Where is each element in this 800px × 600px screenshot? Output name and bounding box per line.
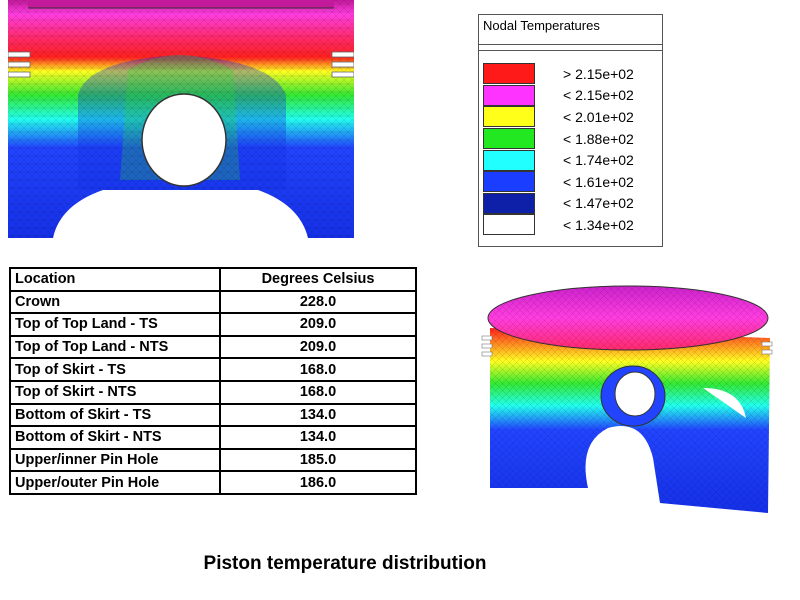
piston-3d-view (481, 285, 773, 513)
legend-item: < 1.61e+02 (483, 171, 658, 193)
temperature-cell: 209.0 (219, 334, 417, 360)
legend-label: < 1.61e+02 (563, 173, 634, 190)
legend-swatch (483, 63, 535, 85)
table-body: Crown 228.0 Top of Top Land - TS 209.0 Top o… (9, 289, 417, 495)
piston-front-view (8, 0, 354, 238)
table-row: Bottom of Skirt - NTS 134.0 (9, 425, 417, 450)
temperature-cell: 185.0 (219, 447, 417, 473)
table-row: Upper/inner Pin Hole 185.0 (9, 447, 417, 473)
location-cell: Top of Top Land - NTS (9, 334, 221, 360)
legend-title: Nodal Temperatures (483, 18, 600, 33)
table-row: Top of Top Land - TS 209.0 (9, 312, 417, 337)
legend-swatch (483, 84, 535, 106)
legend-item: < 2.15e+02 (483, 84, 658, 107)
location-cell: Top of Skirt - NTS (9, 379, 221, 405)
legend-item: < 1.34e+02 (483, 214, 658, 236)
legend-label: < 1.74e+02 (563, 152, 634, 169)
legend-swatch (483, 106, 535, 128)
legend-swatch (483, 192, 535, 214)
temperature-cell: 168.0 (219, 357, 417, 382)
legend-swatch (483, 149, 535, 171)
legend-label: < 1.47e+02 (563, 195, 634, 212)
column-header-degrees: Degrees Celsius (219, 267, 417, 292)
temperature-cell: 168.0 (219, 379, 417, 405)
location-cell: Top of Skirt - TS (9, 357, 221, 382)
temperature-cell: 228.0 (219, 289, 417, 315)
table-row: Top of Skirt - TS 168.0 (9, 357, 417, 382)
legend-divider (479, 44, 662, 45)
legend-item: > 2.15e+02 (483, 63, 658, 85)
location-cell: Bottom of Skirt - NTS (9, 425, 221, 450)
location-cell: Top of Top Land - TS (9, 312, 221, 337)
table-row: Upper/outer Pin Hole 186.0 (9, 470, 417, 495)
temperature-cell: 209.0 (219, 312, 417, 337)
legend-label: < 2.01e+02 (563, 108, 634, 125)
legend-label: < 1.34e+02 (563, 216, 634, 233)
legend-item: < 1.74e+02 (483, 149, 658, 171)
table-row: Crown 228.0 (9, 289, 417, 315)
table-row: Bottom of Skirt - TS 134.0 (9, 402, 417, 428)
table-header-row: Location Degrees Celsius (9, 267, 417, 292)
figure-caption: Piston temperature distribution (203, 553, 487, 574)
legend-swatch (483, 214, 535, 236)
legend-label: < 2.15e+02 (563, 87, 634, 104)
legend-item: < 1.88e+02 (483, 128, 658, 150)
temperature-table: Location Degrees Celsius Crown 228.0 Top o… (9, 267, 417, 495)
temperature-cell: 134.0 (219, 402, 417, 428)
temperature-cell: 186.0 (219, 470, 417, 495)
legend-item: < 2.01e+02 (483, 106, 658, 128)
table-row: Top of Top Land - NTS 209.0 (9, 334, 417, 360)
location-cell: Upper/outer Pin Hole (9, 470, 221, 495)
location-cell: Upper/inner Pin Hole (9, 447, 221, 473)
temperature-cell: 134.0 (219, 425, 417, 450)
legend-item: < 1.47e+02 (483, 192, 658, 215)
nodal-temperatures-legend: Nodal Temperatures > 2.15e+02 < 2.15e+02 <… (478, 14, 663, 247)
column-header-location: Location (9, 267, 221, 292)
legend-swatch (483, 128, 535, 150)
legend-label: < 1.88e+02 (563, 130, 634, 147)
table-row: Top of Skirt - NTS 168.0 (9, 379, 417, 405)
legend-divider (479, 50, 662, 51)
legend-items: > 2.15e+02 < 2.15e+02 < 2.01e+02 < 1.88e+02… (483, 63, 658, 236)
legend-swatch (483, 171, 535, 193)
legend-label: > 2.15e+02 (563, 65, 634, 82)
location-cell: Crown (9, 289, 221, 315)
location-cell: Bottom of Skirt - TS (9, 402, 221, 428)
